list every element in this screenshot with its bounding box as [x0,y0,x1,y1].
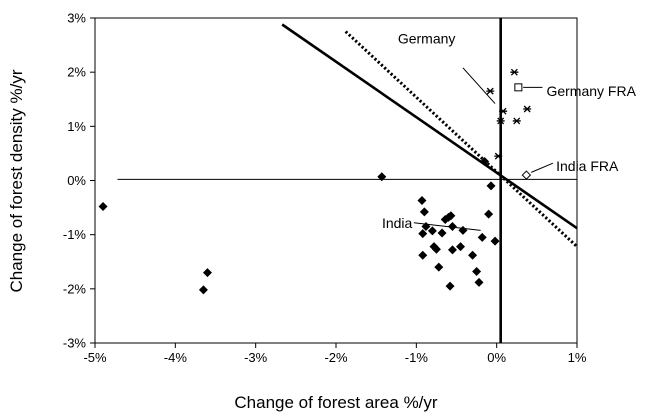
diamond-marker [437,228,447,238]
star-marker [512,117,521,125]
y-axis-ticks: -3% -2% -1% 0% 1% 2% 3% [63,11,95,351]
y-tick-label: -2% [63,281,87,296]
diamond-marker [447,222,457,232]
star-marker [499,107,508,115]
trend-line [281,23,578,230]
annotations: Germany Germany FRA India FRA India [382,31,637,231]
open-diamond-marker [521,170,532,180]
diamond-marker [198,285,208,295]
diamond-marker [486,181,496,191]
diamond-marker [431,244,441,254]
diamond-marker [490,236,500,246]
x-tick-label: 0% [487,350,506,365]
y-tick-label: -1% [63,227,87,242]
annotation-leader [462,67,496,104]
annotation-label: India [382,215,413,231]
diamond-marker [447,245,457,255]
y-tick-label: 2% [67,65,86,80]
diamond-marker [98,202,108,211]
diamond-marker [418,250,428,260]
diamond-marker [434,262,444,272]
star-marker [496,117,505,125]
diamond-marker [484,209,494,219]
star-marker [523,105,532,113]
x-tick-label: -1% [405,350,429,365]
plot-area [94,17,578,344]
annotation-label: Germany FRA [546,83,636,99]
diamond-marker [427,226,437,236]
diamond-marker [419,207,429,217]
annotation-label: India FRA [556,158,619,174]
diamond-marker [377,172,387,182]
star-marker [494,152,503,160]
y-tick-label: 0% [67,173,86,188]
x-tick-label: -3% [244,350,268,365]
x-tick-label: -2% [324,350,348,365]
diamond-marker [445,281,455,291]
reference-lines [117,18,579,343]
diamond-marker [480,157,490,167]
diamond-marker [468,250,478,260]
diamond-marker [472,267,482,276]
diamond-marker [418,229,428,239]
annotation-label: Germany [398,31,456,47]
y-tick-label: 3% [67,11,86,26]
x-tick-label: 1% [568,350,587,365]
diamond-marker [456,242,466,252]
star-marker [486,87,495,95]
diamond-marker [474,277,484,287]
x-tick-label: -4% [164,350,188,365]
star-marker [510,68,519,76]
y-tick-label: -3% [63,336,87,351]
x-tick-label: -5% [83,350,107,365]
open-square-marker [514,83,523,92]
diamond-marker [477,232,487,242]
diamond-marker [446,211,456,221]
diamond-marker [202,268,212,278]
x-axis-title: Change of forest area %/yr [234,393,438,412]
x-axis-ticks: -5% -4% -3% -2% -1% 0% 1% [83,343,587,365]
diamond-marker [417,196,427,206]
annotation-leader [413,222,481,231]
y-tick-label: 1% [67,119,86,134]
y-axis-title: Change of forest density %/yr [7,69,26,292]
annotation-leader [531,162,554,173]
